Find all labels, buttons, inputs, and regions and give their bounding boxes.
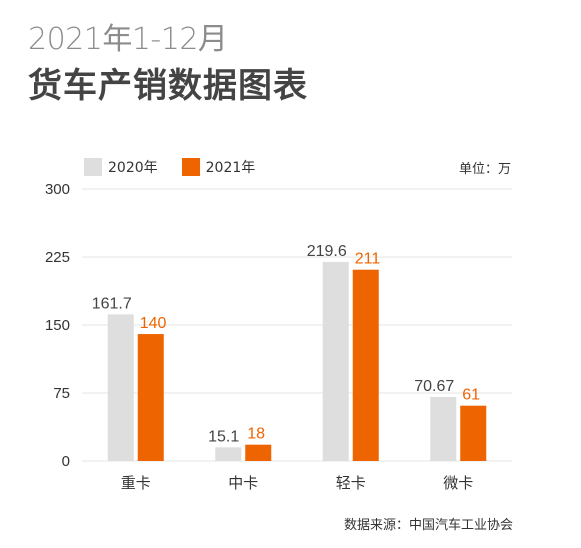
data-label-2020: 15.1 (208, 428, 239, 445)
bar-2020 (215, 447, 242, 461)
bar-2020 (430, 396, 457, 461)
y-tick-label: 150 (45, 317, 70, 334)
unit-label: 单位：万 (458, 162, 511, 177)
data-label-2020: 161.7 (92, 295, 132, 312)
data-label-2021: 211 (355, 251, 381, 268)
data-label-2020: 70.67 (414, 378, 454, 395)
y-tick-label: 0 (62, 453, 70, 470)
legend-item-2021: 2021年 (181, 157, 256, 177)
bar-2020 (107, 314, 134, 461)
bar-2021 (460, 405, 487, 461)
data-label-2021: 61 (462, 387, 480, 404)
x-tick-label: 重卡 (121, 474, 151, 492)
y-tick-label: 300 (45, 181, 70, 198)
data-label-2021: 140 (140, 315, 167, 332)
legend-swatch-2021 (181, 158, 200, 176)
y-tick-label: 225 (45, 249, 70, 266)
data-label-2021: 18 (247, 426, 265, 443)
legend-label-2020: 2020年 (108, 160, 158, 176)
legend-label-2021: 2021年 (205, 160, 256, 176)
data-label-2020: 219.6 (307, 243, 347, 260)
bar-2021 (137, 334, 164, 461)
x-tick-label: 微卡 (443, 474, 473, 492)
x-tick-label: 轻卡 (336, 474, 366, 492)
chart-title: 货车产销数据图表 (28, 66, 308, 106)
legend-swatch-2020 (84, 158, 102, 176)
bar-2021 (352, 269, 379, 461)
y-tick-label: 75 (53, 385, 70, 402)
bar-2020 (322, 261, 349, 461)
source-label: 数据来源：中国汽车工业协会 (343, 518, 513, 533)
chart-subtitle: 2021年1-12月 (28, 22, 228, 57)
bar-2021 (245, 444, 272, 461)
x-tick-label: 中卡 (228, 474, 258, 492)
legend-item-2020: 2020年 (84, 157, 158, 177)
legend: 2020年 2021年 (84, 157, 279, 177)
